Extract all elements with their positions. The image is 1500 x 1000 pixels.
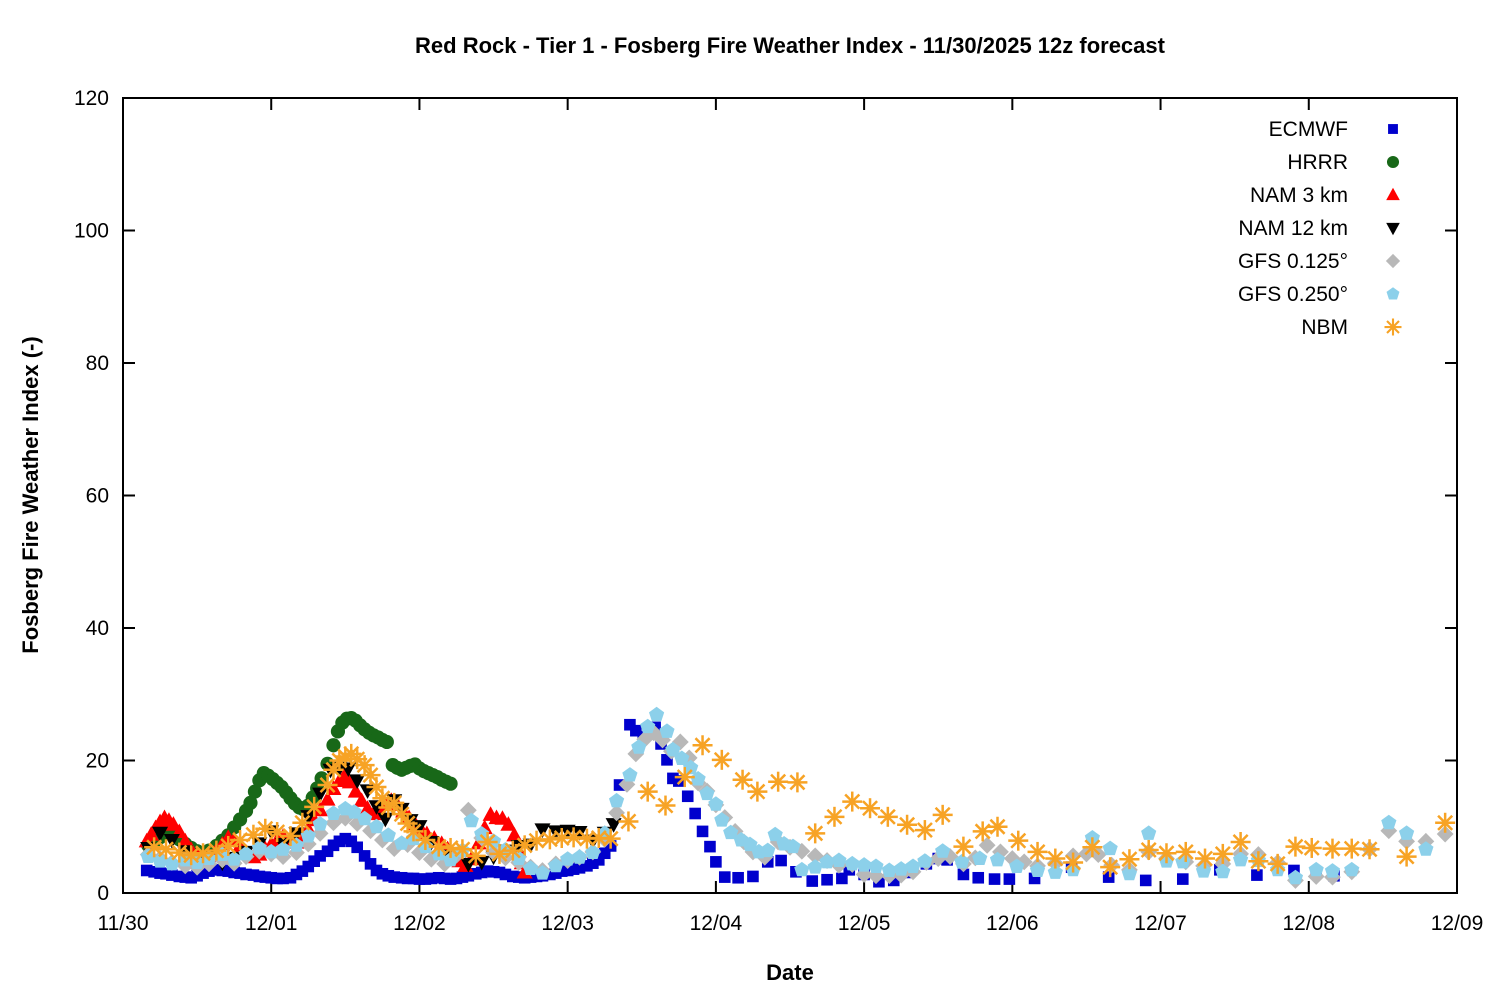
legend-item-nam-3km: NAM 3 km [1250,184,1400,207]
x-tick-label: 12/02 [393,912,446,935]
legend-label: NAM 3 km [1250,184,1348,207]
y-tick-label: 120 [74,87,109,110]
y-axis: 0 20 40 60 80 100 120 [74,87,1457,905]
y-tick-label: 100 [74,220,109,243]
y-tick-label: 40 [86,617,109,640]
series-gfs-0250 [140,706,1434,885]
x-tick-label: 12/06 [986,912,1039,935]
x-tick-label: 11/30 [98,912,149,935]
legend-label: GFS 0.125° [1238,250,1348,273]
legend-label: ECMWF [1269,118,1348,141]
legend-item-gfs-0125: GFS 0.125° [1238,250,1401,273]
legend-label: HRRR [1287,151,1348,174]
legend-item-ecmwf: ECMWF [1269,118,1398,141]
x-tick-label: 12/04 [690,912,743,935]
legend-label: GFS 0.250° [1238,283,1348,306]
legend: ECMWF HRRR NAM 3 km NAM 12 km GFS 0.125° GFS … [1238,118,1402,339]
legend-item-gfs-0250: GFS 0.250° [1238,283,1400,306]
legend-item-hrrr: HRRR [1287,151,1400,174]
x-tick-label: 12/09 [1431,912,1484,935]
x-tick-label: 12/07 [1134,912,1187,935]
x-tick-label: 12/08 [1282,912,1335,935]
x-axis: 11/30 12/01 12/02 12/03 12/04 12/05 12/06 12/07… [98,98,1484,935]
y-tick-label: 80 [86,352,109,375]
legend-item-nbm: NBM [1301,316,1402,339]
y-tick-label: 0 [97,882,109,905]
x-tick-label: 12/03 [541,912,594,935]
legend-label: NBM [1301,316,1348,339]
x-tick-label: 12/01 [245,912,298,935]
chart-title: Red Rock - Tier 1 - Fosberg Fire Weather… [415,33,1165,58]
legend-item-nam-12km: NAM 12 km [1238,217,1400,240]
legend-label: NAM 12 km [1238,217,1348,240]
x-tick-label: 12/05 [838,912,891,935]
x-axis-title: Date [766,960,814,985]
y-tick-label: 20 [86,750,109,773]
y-tick-label: 60 [86,485,109,508]
series-nbm [144,735,1456,878]
